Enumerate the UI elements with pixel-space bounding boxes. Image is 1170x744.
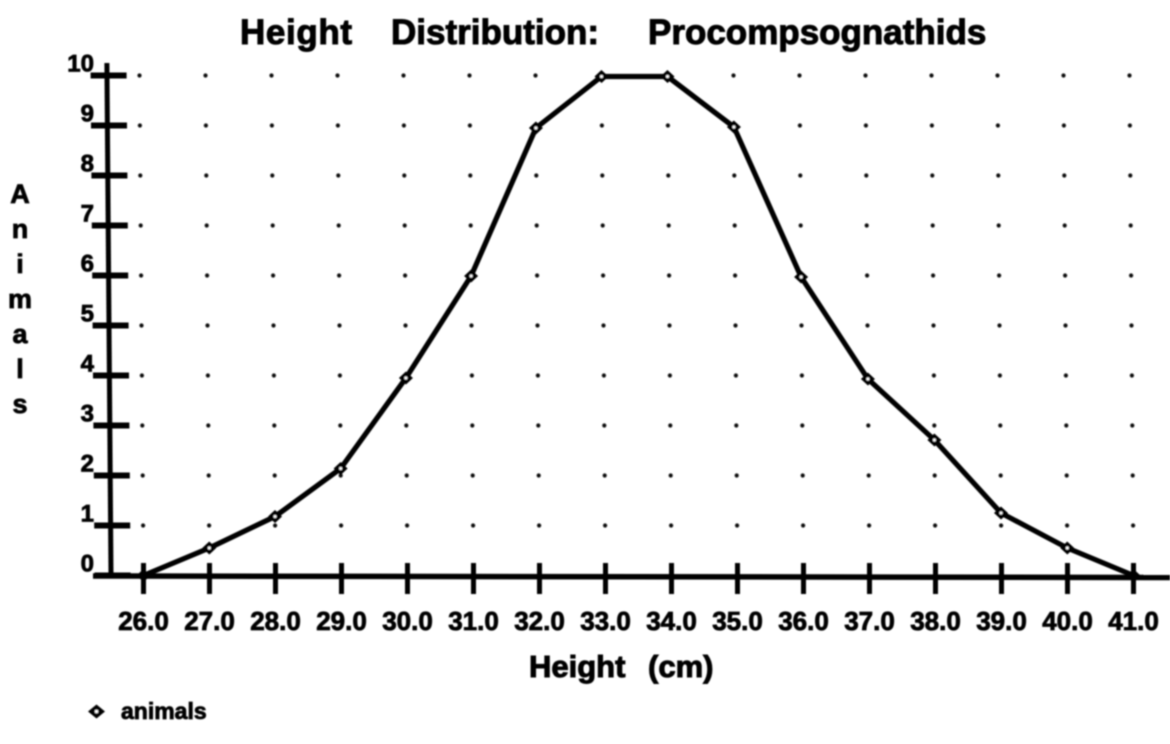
svg-text:41.0: 41.0 bbox=[1108, 606, 1159, 636]
svg-text:26.0: 26.0 bbox=[118, 606, 169, 636]
svg-text:Distribution:: Distribution: bbox=[391, 13, 599, 52]
svg-text:8: 8 bbox=[81, 151, 94, 178]
svg-text:28.0: 28.0 bbox=[250, 606, 301, 636]
svg-text:32.0: 32.0 bbox=[514, 606, 565, 636]
svg-text:2: 2 bbox=[81, 451, 94, 478]
svg-text:a: a bbox=[12, 319, 28, 349]
svg-text:5: 5 bbox=[81, 301, 94, 328]
svg-text:40.0: 40.0 bbox=[1042, 606, 1093, 636]
svg-text:7: 7 bbox=[81, 201, 94, 228]
svg-text:31.0: 31.0 bbox=[448, 606, 499, 636]
svg-text:Procompsognathids: Procompsognathids bbox=[648, 13, 986, 52]
svg-text:9: 9 bbox=[81, 101, 94, 128]
svg-text:39.0: 39.0 bbox=[976, 606, 1027, 636]
svg-text:i: i bbox=[16, 249, 24, 279]
svg-text:33.0: 33.0 bbox=[580, 606, 631, 636]
svg-text:27.0: 27.0 bbox=[184, 606, 235, 636]
svg-text:38.0: 38.0 bbox=[910, 606, 961, 636]
svg-text:0: 0 bbox=[81, 551, 94, 578]
svg-text:1: 1 bbox=[81, 501, 94, 528]
svg-text:6: 6 bbox=[81, 251, 94, 278]
svg-text:m: m bbox=[8, 284, 32, 314]
svg-text:37.0: 37.0 bbox=[844, 606, 895, 636]
svg-text:animals: animals bbox=[121, 698, 207, 724]
svg-text:Height: Height bbox=[529, 649, 625, 684]
svg-text:34.0: 34.0 bbox=[646, 606, 697, 636]
svg-text:30.0: 30.0 bbox=[382, 606, 433, 636]
svg-text:s: s bbox=[12, 389, 27, 419]
svg-text:36.0: 36.0 bbox=[778, 606, 829, 636]
svg-text:l: l bbox=[16, 354, 24, 384]
svg-text:Height: Height bbox=[240, 13, 352, 52]
svg-text:n: n bbox=[12, 214, 29, 244]
svg-text:10: 10 bbox=[67, 51, 94, 78]
svg-text:A: A bbox=[10, 179, 30, 209]
svg-text:(cm): (cm) bbox=[648, 649, 713, 684]
svg-text:4: 4 bbox=[81, 351, 95, 378]
svg-text:3: 3 bbox=[81, 401, 94, 428]
svg-text:35.0: 35.0 bbox=[712, 606, 763, 636]
svg-text:29.0: 29.0 bbox=[316, 606, 367, 636]
